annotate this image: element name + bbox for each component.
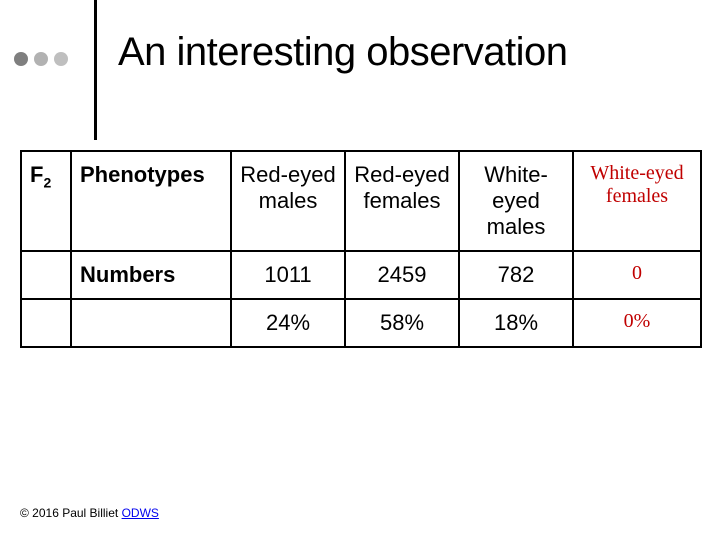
table-cell — [21, 251, 71, 299]
table-row: 24% 58% 18% 0% — [21, 299, 701, 347]
copyright-footer: © 2016 Paul Billiet ODWS — [20, 506, 159, 520]
dot-icon — [14, 52, 28, 66]
column-header: White-eyed females — [573, 151, 701, 251]
row-label: F2 — [21, 151, 71, 251]
data-table: F2 Phenotypes Red-eyed males Red-eyed fe… — [20, 150, 700, 348]
column-header: Red-eyed females — [345, 151, 459, 251]
table-row: F2 Phenotypes Red-eyed males Red-eyed fe… — [21, 151, 701, 251]
table-row: Numbers 1011 2459 782 0 — [21, 251, 701, 299]
table-cell: 24% — [231, 299, 345, 347]
vertical-divider — [94, 0, 97, 140]
table-cell: 1011 — [231, 251, 345, 299]
table-cell — [21, 299, 71, 347]
dot-icon — [34, 52, 48, 66]
copyright-text: © 2016 Paul Billiet — [20, 506, 122, 520]
bullet-dots — [14, 52, 68, 66]
row-label: Numbers — [71, 251, 231, 299]
table-cell: 782 — [459, 251, 573, 299]
table-cell: 2459 — [345, 251, 459, 299]
column-header: Red-eyed males — [231, 151, 345, 251]
table-cell: 0% — [573, 299, 701, 347]
odws-link[interactable]: ODWS — [122, 506, 159, 520]
table-cell: 18% — [459, 299, 573, 347]
table-cell: 58% — [345, 299, 459, 347]
row-label: Phenotypes — [71, 151, 231, 251]
dot-icon — [54, 52, 68, 66]
column-header: White-eyed males — [459, 151, 573, 251]
slide-title: An interesting observation — [118, 30, 568, 75]
table-cell: 0 — [573, 251, 701, 299]
table-cell — [71, 299, 231, 347]
